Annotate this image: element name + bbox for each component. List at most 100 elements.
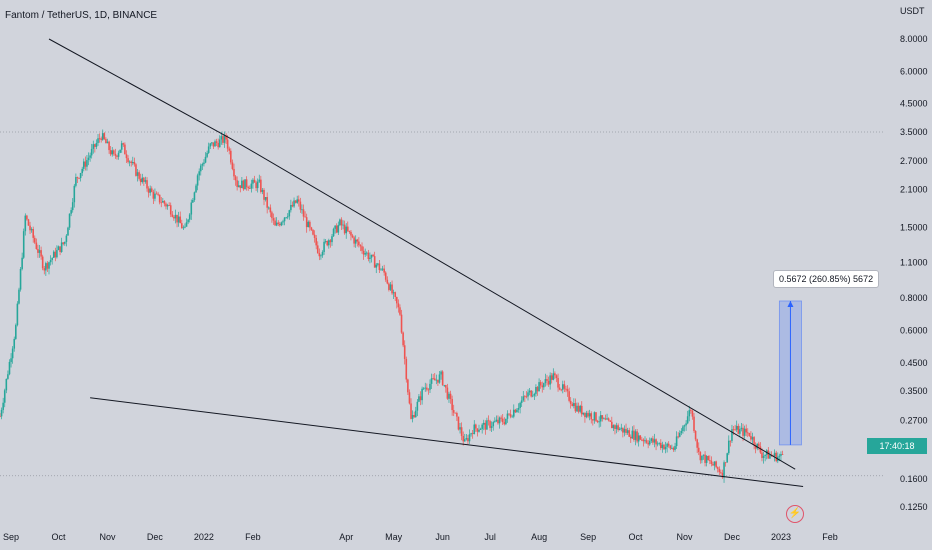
candle-body <box>514 409 517 413</box>
y-tick-label: 6.0000 <box>900 66 928 76</box>
candle-body <box>642 439 645 442</box>
candle-body <box>291 204 294 207</box>
candle-body <box>185 222 188 227</box>
candle-body <box>622 427 624 433</box>
candle-body <box>645 440 648 443</box>
candle-body <box>438 374 441 383</box>
candle-body <box>117 152 120 157</box>
candle-body <box>24 215 27 232</box>
candle-body <box>585 412 588 418</box>
candle-body <box>275 222 278 226</box>
candle-body <box>652 438 654 443</box>
candle-body <box>511 416 514 418</box>
candle-body <box>569 400 572 404</box>
candle-body <box>739 429 741 434</box>
candle-body <box>508 413 510 415</box>
candle-body <box>620 427 623 429</box>
candle-body <box>131 161 134 164</box>
candle-body <box>242 180 245 190</box>
candle-body <box>544 379 547 384</box>
candle-body <box>388 283 390 290</box>
x-tick-label: 2023 <box>771 532 791 542</box>
candle-body <box>92 144 95 149</box>
candle-body <box>683 425 686 427</box>
candle-body <box>114 153 117 156</box>
candle-body <box>625 428 627 433</box>
candle-body <box>149 188 151 193</box>
candle-body <box>754 444 757 449</box>
candle-body <box>573 403 575 407</box>
candle-body <box>397 303 400 308</box>
candle-body <box>577 405 580 412</box>
candle-body <box>400 314 403 333</box>
candle-body <box>97 138 99 143</box>
candle-body <box>359 245 362 247</box>
candle-body <box>15 325 17 339</box>
candle-body <box>403 345 406 359</box>
candle-body <box>384 272 387 280</box>
candle-body <box>746 432 749 434</box>
candle-body <box>501 418 504 423</box>
candle-body <box>498 417 501 424</box>
candle-body <box>476 428 479 432</box>
candle-body <box>356 239 359 242</box>
candle-body <box>546 379 548 381</box>
candle-body <box>358 241 360 246</box>
candle-body <box>105 138 107 144</box>
candle-body <box>101 133 104 140</box>
candle-body <box>636 431 638 442</box>
candle-body <box>73 185 76 203</box>
candle-body <box>264 197 267 200</box>
candle-body <box>558 387 561 390</box>
candle-body <box>236 180 238 187</box>
candle-body <box>350 231 352 236</box>
symbol-title: Fantom / TetherUS, 1D, BINANCE <box>5 10 158 21</box>
candle-body <box>62 242 65 244</box>
candle-body <box>411 414 414 419</box>
candle-body <box>41 256 44 269</box>
candle-body <box>195 185 197 193</box>
candle-body <box>648 440 651 445</box>
candle-body <box>245 179 248 188</box>
candle-body <box>218 139 221 148</box>
candle-body <box>103 133 106 139</box>
candle-body <box>321 251 324 256</box>
lightning-icon[interactable]: ⚡ <box>786 505 804 523</box>
candle-body <box>653 439 656 443</box>
candle-body <box>666 443 668 447</box>
candle-body <box>539 382 542 386</box>
candle-body <box>113 150 115 154</box>
y-tick-label: 2.7000 <box>900 156 928 166</box>
candle-body <box>328 240 330 246</box>
candle-body <box>743 428 746 436</box>
candle-body <box>405 358 408 380</box>
candle-body <box>0 416 1 418</box>
candle-body <box>593 412 596 421</box>
candle-body <box>764 454 766 456</box>
candle-body <box>18 289 20 304</box>
candle-body <box>332 228 335 237</box>
candle-body <box>144 180 147 182</box>
candle-body <box>116 155 118 157</box>
candle-body <box>307 221 310 228</box>
candle-body <box>198 171 200 176</box>
candle-body <box>312 229 314 235</box>
candle-body <box>345 226 348 234</box>
y-tick-label: 0.6000 <box>900 325 928 335</box>
candle-body <box>193 192 196 200</box>
candle-body <box>22 231 25 258</box>
candle-body <box>512 409 515 417</box>
candle-body <box>377 263 379 265</box>
candle-body <box>27 219 30 226</box>
candle-body <box>628 430 630 437</box>
candle-body <box>111 150 114 155</box>
measure-label: 0.5672 (260.85%) 5672 <box>773 270 880 288</box>
candle-body <box>525 396 528 398</box>
candle-body <box>565 388 567 390</box>
candle-body <box>309 221 311 228</box>
candle-body <box>217 142 219 148</box>
candle-body <box>731 429 733 441</box>
candle-body <box>136 172 139 176</box>
candle-body <box>536 387 539 392</box>
